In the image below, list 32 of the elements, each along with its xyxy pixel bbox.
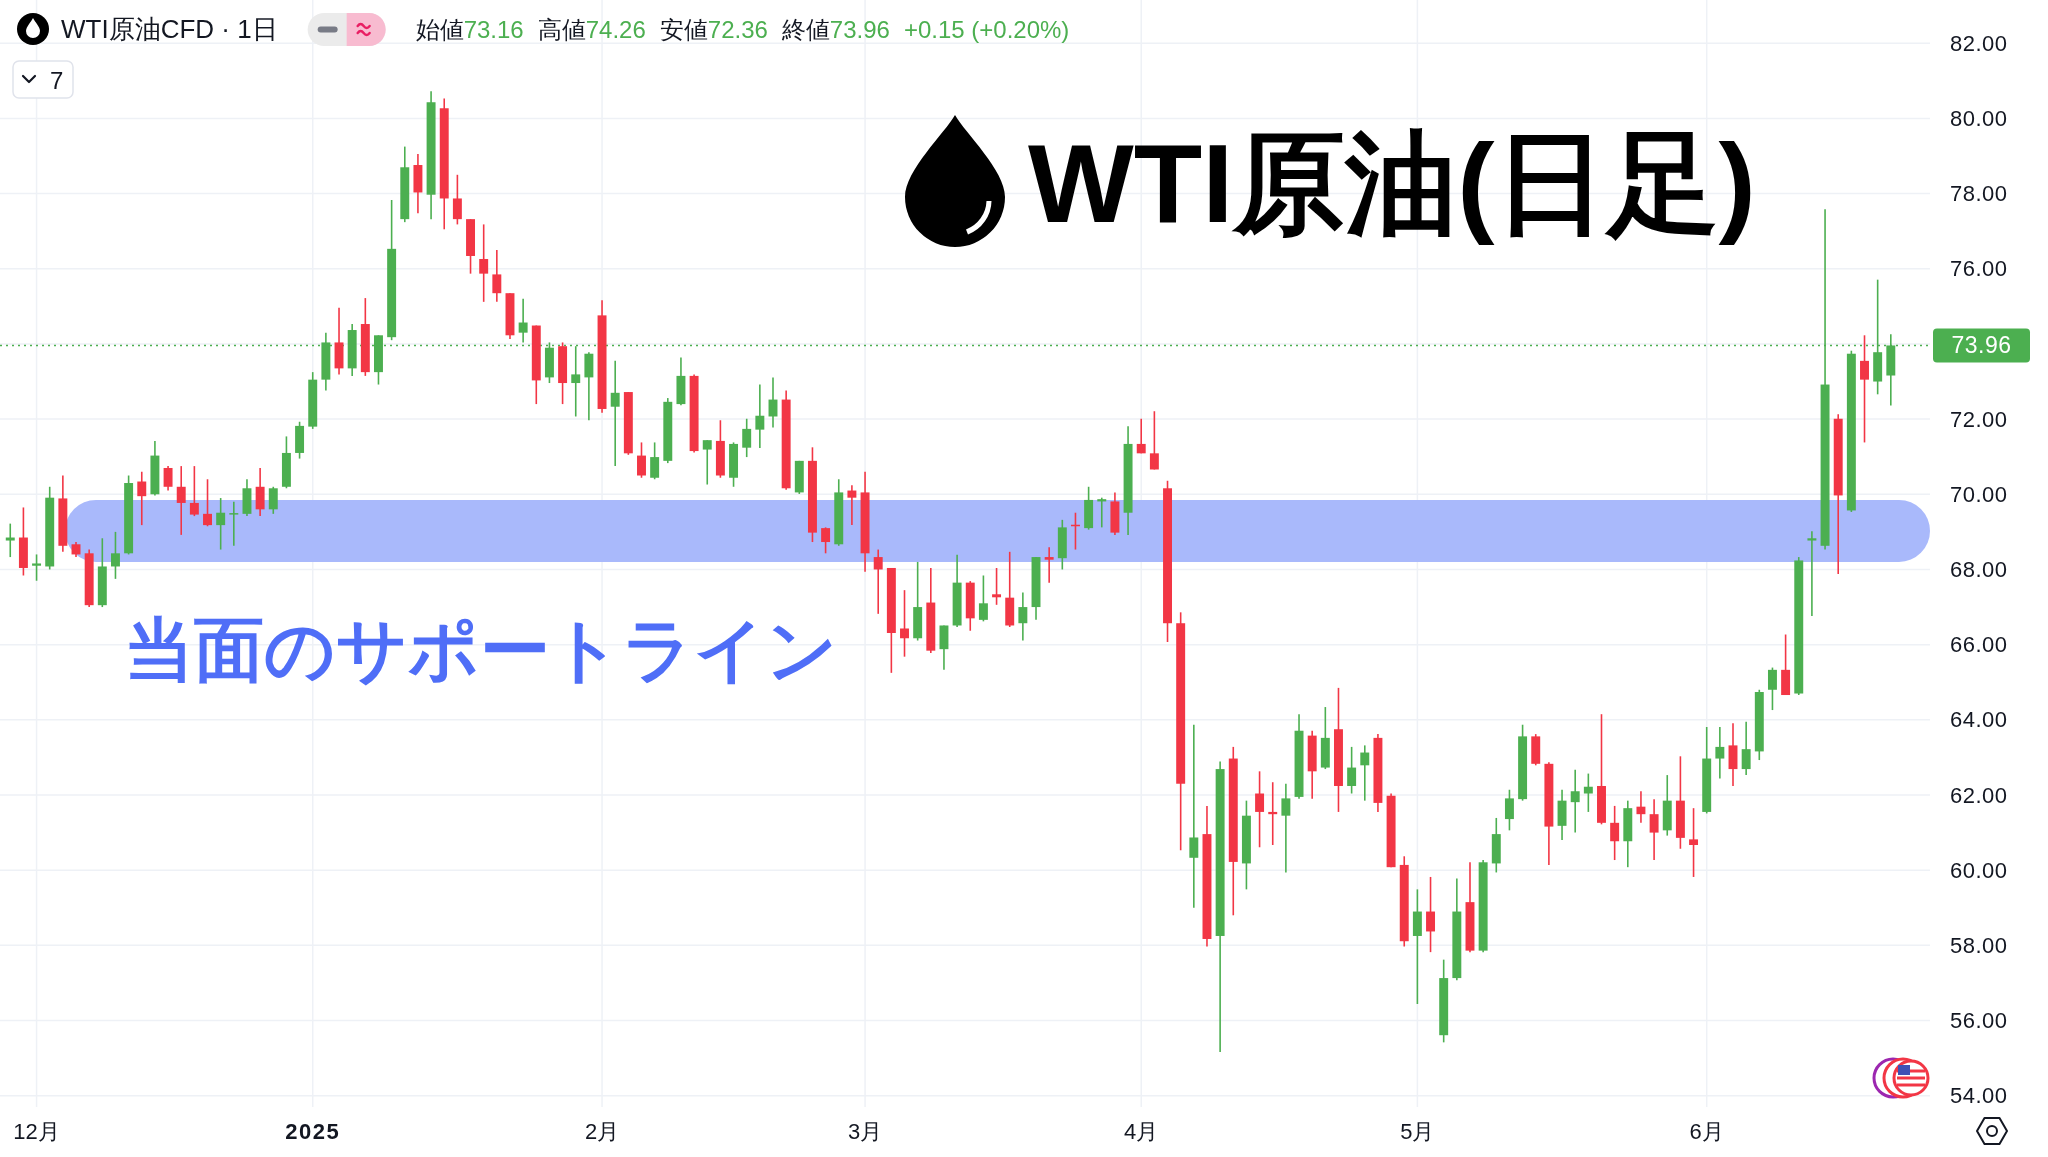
y-tick-label: 56.00 <box>1950 1008 2008 1034</box>
annotation: 高値74.26 <box>537 16 646 43</box>
y-tick-label: 58.00 <box>1950 932 2008 958</box>
y-tick-label: 62.00 <box>1950 782 2008 808</box>
annotation: 7 <box>50 66 64 94</box>
x-tick-label: 2025 <box>285 1118 341 1144</box>
x-tick-label: 5月 <box>1400 1118 1435 1144</box>
y-tick-label: 76.00 <box>1950 256 2008 282</box>
y-tick-label: 72.00 <box>1950 406 2008 432</box>
y-tick-label: 80.00 <box>1950 105 2008 131</box>
y-tick-label: 68.00 <box>1950 556 2008 582</box>
y-tick-label: 60.00 <box>1950 857 2008 883</box>
text: WTI原油(日足) <box>1028 121 1756 246</box>
x-tick-label: 4月 <box>1124 1118 1159 1144</box>
annotation: 始値73.16 <box>415 16 524 43</box>
y-tick-label: 70.00 <box>1950 481 2008 507</box>
y-tick-label: 78.00 <box>1950 181 2008 207</box>
x-tick-label: 6月 <box>1689 1118 1724 1144</box>
y-tick-label: 64.00 <box>1950 707 2008 733</box>
annotation: +0.15 (+0.20%) <box>903 16 1070 43</box>
annotation: 終値73.96 <box>780 16 890 43</box>
y-tick-label: 82.00 <box>1950 30 2008 56</box>
x-tick-label: 3月 <box>847 1118 883 1144</box>
x-tick-label: 2月 <box>584 1118 620 1144</box>
annotation: 安値72.36 <box>659 16 768 43</box>
y-tick-label: 54.00 <box>1950 1083 2008 1109</box>
text: WTI原油CFD · 1日 <box>61 14 278 44</box>
price-label: 73.96 <box>1933 328 2030 363</box>
band-label: 当面のサポートライン <box>124 610 838 689</box>
y-tick-label: 66.00 <box>1950 632 2008 658</box>
ref-line-label: 73.96 <box>1951 332 2012 359</box>
x-tick-label: 12月 <box>13 1118 60 1144</box>
